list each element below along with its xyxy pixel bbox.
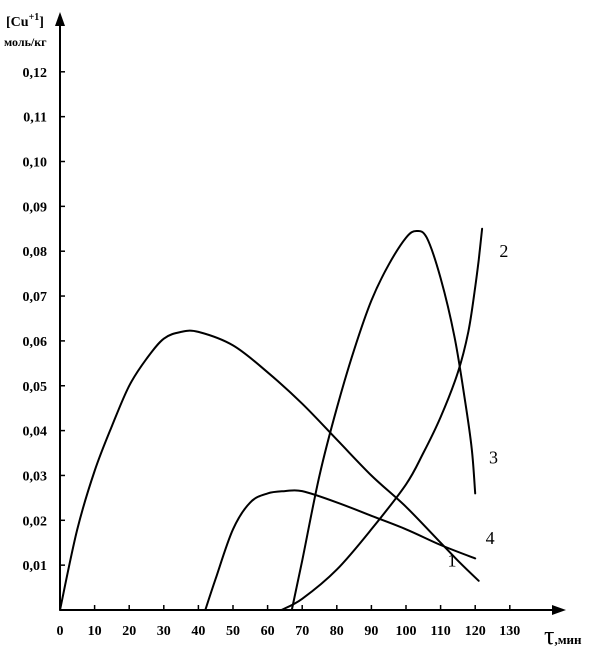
y-tick-label: 0,09	[23, 200, 48, 215]
x-tick-label: 120	[465, 624, 486, 639]
x-axis-arrow	[552, 605, 566, 615]
x-tick-label: 110	[430, 624, 450, 639]
ticks-group: 0 10 20 30 40 50 60 70 80 90 100 110 120 130 0,01 0,02 0…	[23, 66, 521, 639]
curve-1	[204, 489, 477, 611]
curve-label-1: 1	[448, 551, 457, 571]
x-tick-label: 90	[364, 624, 378, 639]
y-axis-title: [Cu+1]	[6, 12, 44, 30]
x-tick-label: 130	[499, 624, 520, 639]
y-tick-label: 0,02	[23, 514, 48, 529]
y-axis-arrow	[55, 12, 65, 26]
x-tick-label: 30	[157, 624, 171, 639]
y-tick-label: 0,03	[23, 469, 48, 484]
x-tick-label: 10	[88, 624, 102, 639]
tau-symbol: τ	[544, 621, 554, 650]
x-axis-unit: ,мин	[554, 632, 582, 647]
x-tick-label: 60	[261, 624, 275, 639]
curve-label-3: 3	[489, 448, 498, 468]
y-tick-label: 0,06	[23, 335, 48, 350]
curve-3	[290, 229, 477, 611]
x-tick-label: 50	[226, 624, 240, 639]
curve-label-4: 4	[486, 528, 495, 548]
x-tick-label: 80	[330, 624, 344, 639]
y-tick-label: 0,08	[23, 245, 48, 260]
series-labels-group: 1 2 3 4	[448, 241, 509, 570]
curve-label-2: 2	[499, 241, 508, 261]
x-axis-title: τ,мин	[544, 621, 582, 650]
curves-group	[59, 227, 484, 611]
curve-4	[59, 329, 480, 611]
curve-2	[280, 227, 484, 611]
y-tick-label: 0,12	[23, 66, 48, 81]
x-tick-label: 20	[122, 624, 136, 639]
x-tick-label: 70	[295, 624, 309, 639]
y-tick-label: 0,07	[23, 290, 48, 305]
y-axis-unit: моль/кг	[4, 35, 47, 49]
x-tick-label: 0	[57, 624, 64, 639]
x-tick-label: 100	[396, 624, 417, 639]
y-tick-label: 0,05	[23, 380, 48, 395]
y-tick-label: 0,10	[23, 156, 48, 171]
y-tick-label: 0,11	[23, 111, 47, 126]
y-tick-label: 0,04	[23, 425, 48, 440]
y-tick-label: 0,01	[23, 559, 48, 574]
x-tick-label: 40	[191, 624, 205, 639]
